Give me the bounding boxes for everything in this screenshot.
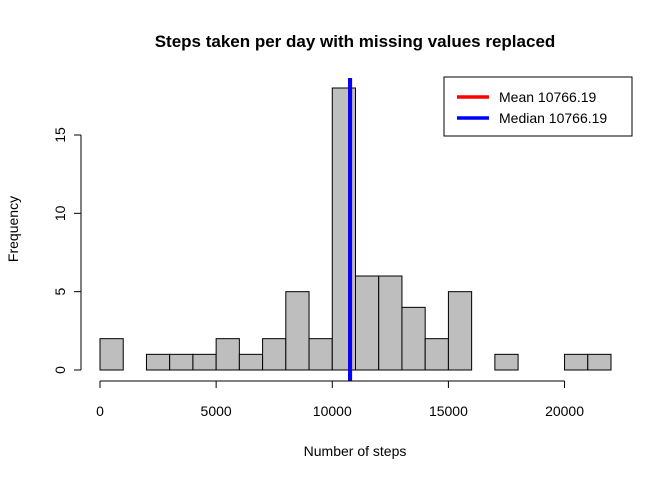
legend: Mean 10766.19 Median 10766.19 [443,76,633,137]
histogram-bar [564,353,589,371]
x-tick-label: 10000 [313,403,352,419]
y-tick-label: 0 [52,366,68,374]
histogram-bar [215,338,240,371]
x-axis: 0 5000 10000 15000 20000 [96,380,584,419]
legend-label-median: Median 10766.19 [499,110,607,126]
histogram-bar [424,338,449,371]
x-tick-label: 0 [96,403,104,419]
x-axis-label: Number of steps [304,443,407,459]
x-tick-label: 5000 [201,403,232,419]
histogram-bar [401,306,426,371]
histogram-bar [494,353,519,371]
histogram-bar [587,353,612,371]
histogram-bar [192,353,217,371]
bars-group [99,87,612,371]
legend-label-mean: Mean 10766.19 [499,89,597,105]
legend-box [443,76,633,137]
histogram-bar [378,275,403,371]
y-tick-label: 5 [52,288,68,296]
histogram-bar [145,353,171,371]
histogram-bar [308,338,333,371]
histogram-bar [99,338,124,371]
y-axis-label: Frequency [5,196,21,262]
histogram-bar [238,353,264,371]
histogram-bar [262,338,287,371]
y-tick-label: 10 [52,205,68,221]
y-axis: 0 5 10 15 [52,127,82,374]
histogram-bar [355,275,380,371]
histogram-bar [169,353,194,371]
x-tick-label: 15000 [429,403,468,419]
x-tick-label: 20000 [545,403,584,419]
y-tick-label: 15 [52,127,68,143]
chart-title: Steps taken per day with missing values … [155,32,556,51]
histogram-bar [447,291,473,371]
histogram-bar [285,291,310,371]
